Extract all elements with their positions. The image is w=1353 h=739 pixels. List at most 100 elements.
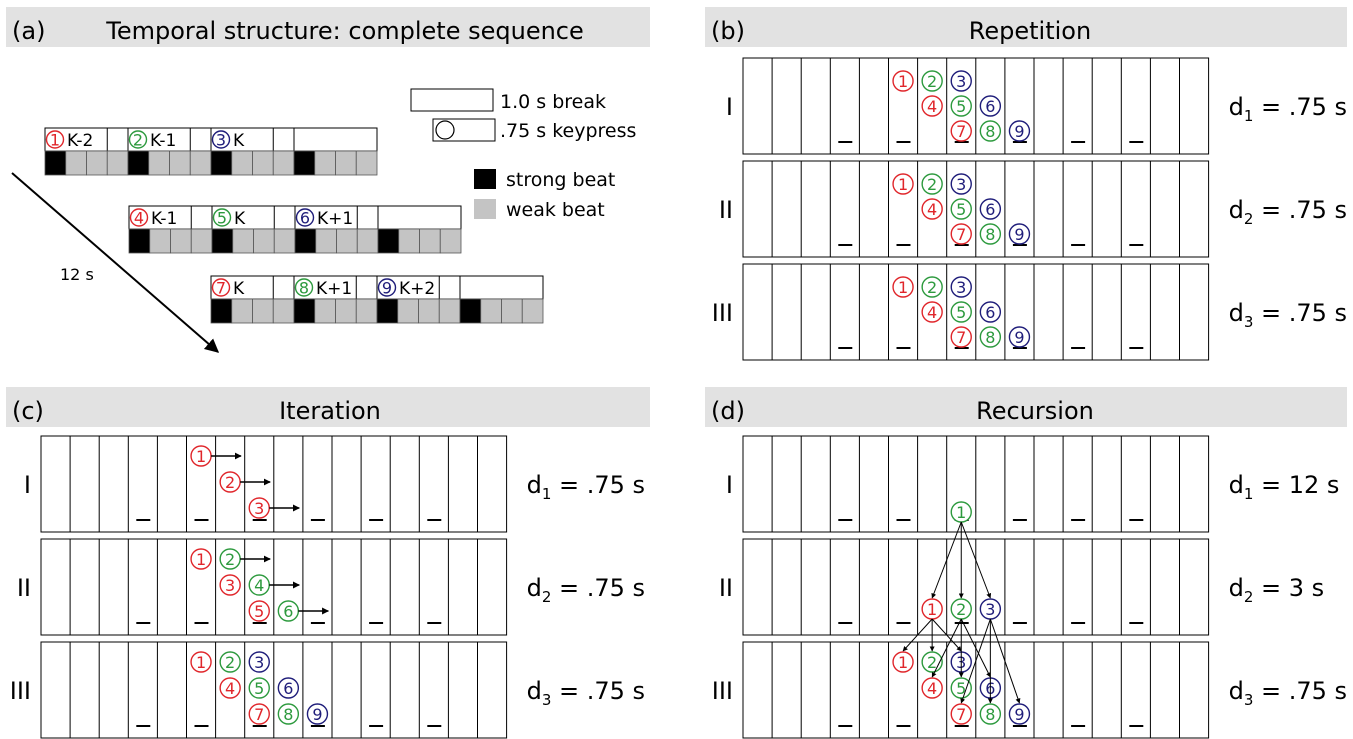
keypress-number: 7 <box>956 122 966 141</box>
keypress-number: 9 <box>1014 225 1024 244</box>
keypress-circle-icon <box>979 95 1002 117</box>
keypress-circle-icon <box>248 677 270 699</box>
strong-beat-cell <box>210 298 233 324</box>
weak-beat-cell <box>232 228 254 254</box>
panel-d-header <box>705 387 1347 427</box>
keypress-number: 1 <box>196 653 206 672</box>
keypress-circle-icon <box>950 223 972 245</box>
keypress-number: 4 <box>927 303 937 322</box>
keypress-circle-icon <box>219 651 241 673</box>
keypress-number: 1 <box>898 653 908 672</box>
duration-label: d3 = .75 s <box>1229 677 1347 709</box>
recursion-arrow <box>989 618 1021 704</box>
weak-beat-cell <box>439 228 462 254</box>
keypress-number: 1 <box>196 550 206 569</box>
sequence-label: K <box>233 279 245 299</box>
duration-label: d2 = .75 s <box>527 574 645 606</box>
keypress-circle-icon <box>950 120 972 142</box>
sequence-label: K <box>234 209 246 229</box>
keypress-number: 6 <box>300 209 310 228</box>
keypress-circle-icon <box>921 198 943 220</box>
panel-a-letter: (a) <box>12 17 45 45</box>
panel-c-title: Iteration <box>279 397 381 425</box>
weak-beat-cell <box>418 298 440 324</box>
keypress-circle-icon <box>295 208 315 227</box>
keypress-number: 6 <box>283 602 293 621</box>
keypress-number: 4 <box>927 200 937 219</box>
panel-a-header <box>6 7 650 47</box>
keypress-circle-icon <box>921 70 943 92</box>
keypress-circle-icon <box>277 703 300 725</box>
weak-beat-cell <box>335 298 357 324</box>
weak-beat-cell <box>336 228 358 254</box>
keypress-number: 4 <box>134 209 144 228</box>
row-roman-label: II <box>719 574 733 602</box>
weak-beat-cell <box>335 150 357 176</box>
keypress-number: 9 <box>382 279 392 298</box>
sequence-label: K-1 <box>150 131 176 151</box>
legend-weak-swatch <box>474 199 496 219</box>
keypress-number: 1 <box>196 447 206 466</box>
keypress-number: 9 <box>1014 328 1024 347</box>
keypress-circle-icon <box>128 130 148 149</box>
keypress-circle-icon <box>1008 223 1031 245</box>
keypress-circle-icon <box>950 276 972 298</box>
strong-beat-cell <box>44 150 67 176</box>
keypress-number: 6 <box>985 97 995 116</box>
recursion-arrow <box>931 618 962 678</box>
keypress-number: 6 <box>985 200 995 219</box>
legend-keypress-swatch <box>432 118 496 142</box>
row-roman-label: III <box>10 677 31 705</box>
weak-beat-cell <box>438 298 461 324</box>
keypress-number: 7 <box>956 328 966 347</box>
keypress-circle-icon <box>921 95 943 117</box>
weak-beat-cell <box>315 228 337 254</box>
keypress-circle-icon <box>979 120 1002 142</box>
weak-beat-cell <box>397 298 419 324</box>
weak-beat-cell <box>398 228 420 254</box>
weak-beat-cell <box>419 228 441 254</box>
keypress-number: 8 <box>985 225 995 244</box>
legend-weak-label: weak beat <box>506 199 605 221</box>
recursion-arrow <box>931 521 962 599</box>
sequence-label: K+1 <box>317 209 353 229</box>
keypress-number: 2 <box>956 600 966 619</box>
weak-beat-cell <box>272 150 295 176</box>
weak-beat-cell <box>231 298 253 324</box>
recursion-arrow <box>902 618 933 652</box>
keypress-circle-icon <box>950 326 972 348</box>
row-roman-label: III <box>712 677 733 705</box>
panel-b-letter: (b) <box>711 17 745 45</box>
keypress-number: 8 <box>985 705 995 724</box>
panel-a: (a) Temporal structure: complete sequenc… <box>6 7 650 353</box>
keypress-number: 1 <box>927 600 937 619</box>
keypress-number: 5 <box>217 209 227 228</box>
strong-beat-cell <box>293 150 316 176</box>
weak-beat-cell <box>252 298 274 324</box>
keypress-circle-icon <box>892 70 914 92</box>
timeline-arrow <box>11 172 220 353</box>
sequence-label: K+2 <box>399 279 435 299</box>
duration-label: d3 = .75 s <box>1229 299 1347 331</box>
keypress-circle-icon <box>979 326 1002 348</box>
weak-beat-cell <box>149 228 171 254</box>
keypress-number: 5 <box>956 679 966 698</box>
sequence-label: K <box>233 131 245 151</box>
keypress-circle-icon <box>921 677 943 699</box>
keypress-circle-icon <box>950 703 972 725</box>
keypress-circle-icon <box>950 301 972 323</box>
grid-row: III d3 = .75 s 1 2 34 5 67 8 9 <box>712 263 1347 361</box>
strong-beat-cell <box>210 150 233 176</box>
keypress-number: 6 <box>283 679 293 698</box>
keypress-circle-icon <box>979 198 1002 220</box>
keypress-number: 3 <box>254 499 264 518</box>
keypress-number: 8 <box>985 328 995 347</box>
keypress-circle-icon <box>950 70 972 92</box>
keypress-circle-icon <box>921 276 943 298</box>
row-roman-label: III <box>712 299 733 327</box>
